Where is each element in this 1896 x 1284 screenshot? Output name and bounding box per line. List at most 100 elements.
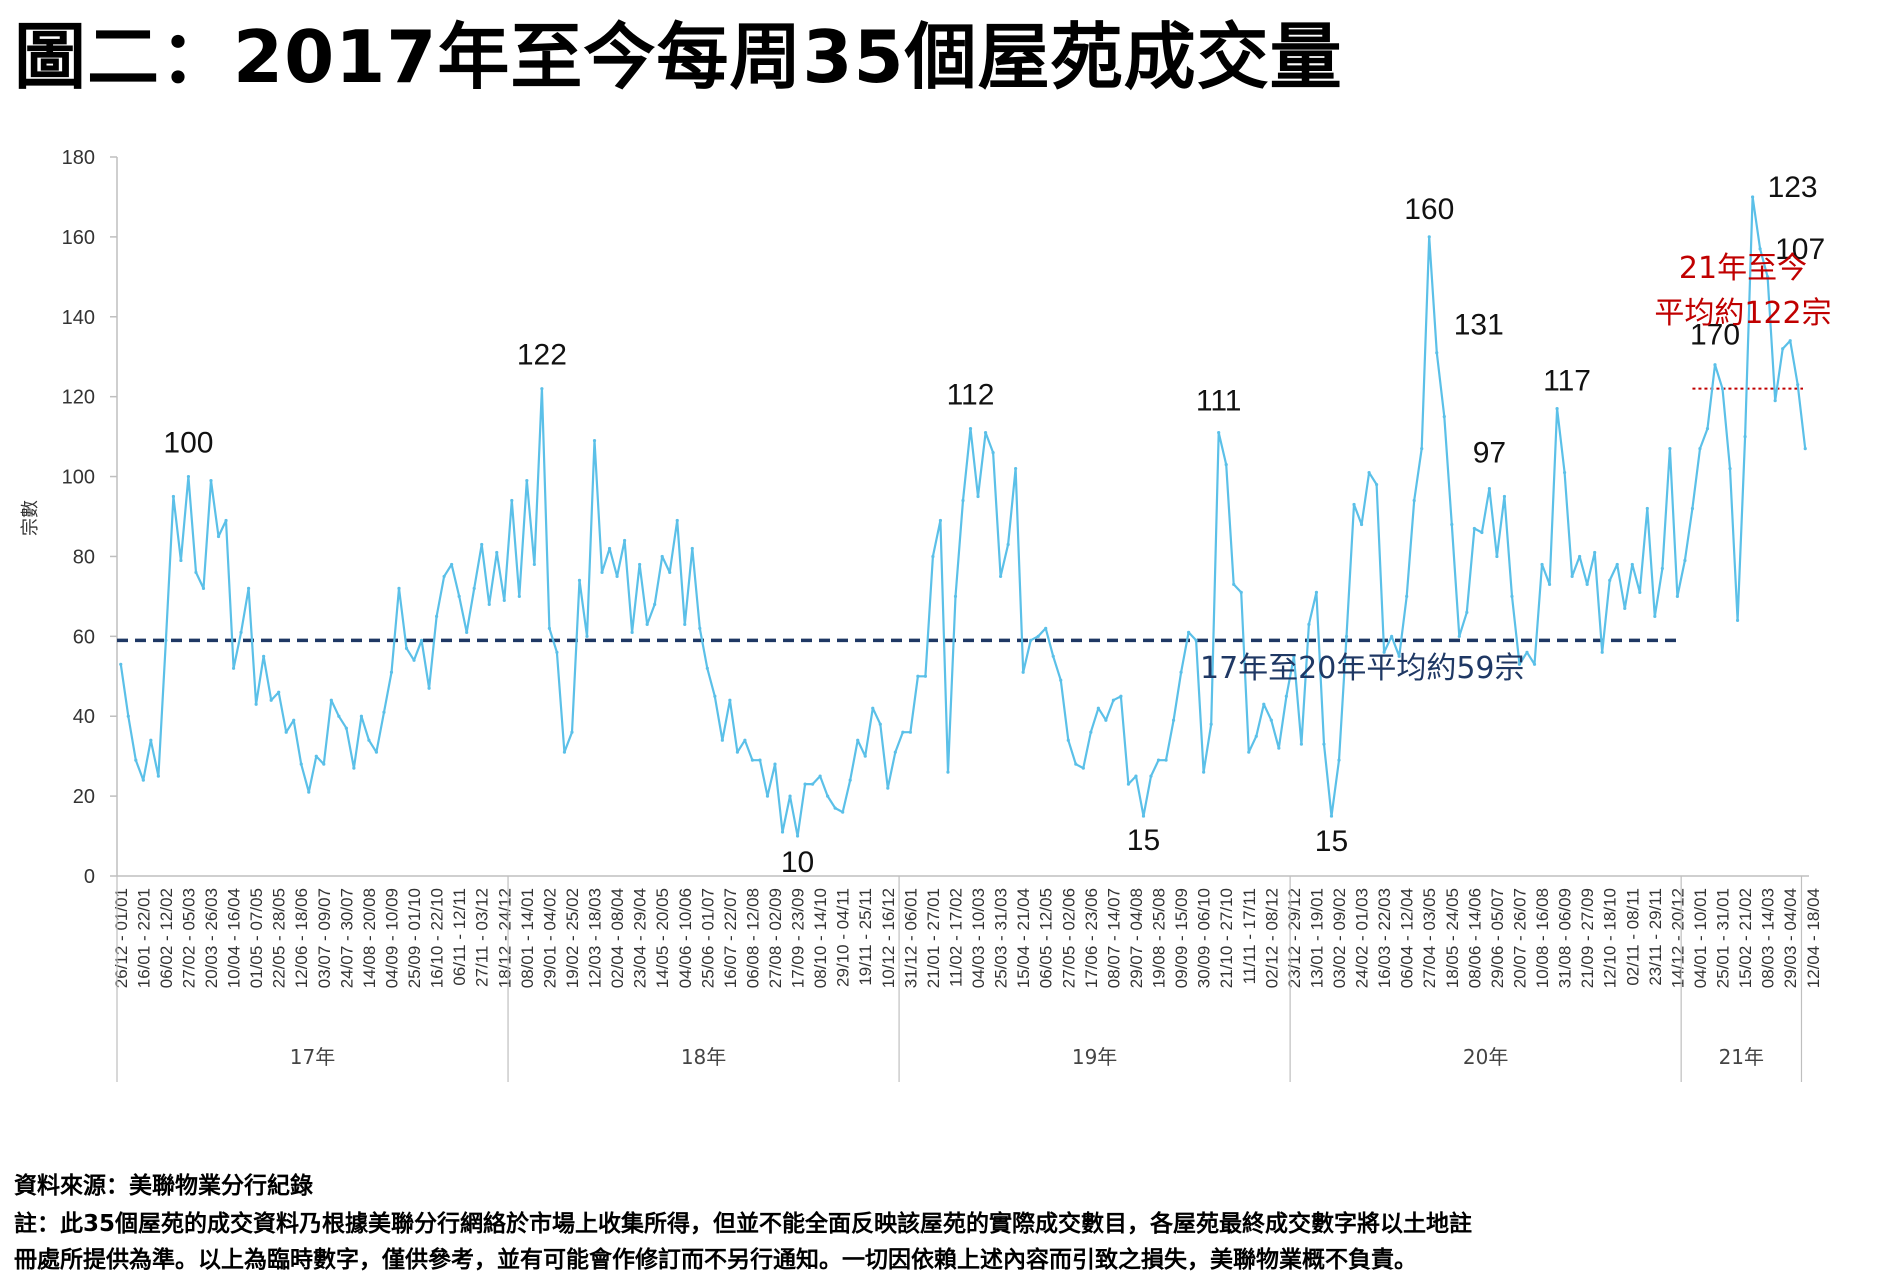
data-point xyxy=(201,586,206,591)
data-point xyxy=(1036,634,1040,638)
y-tick-label: 160 xyxy=(62,227,95,249)
data-point xyxy=(1412,498,1416,503)
data-point xyxy=(705,666,709,670)
data-point xyxy=(277,690,281,694)
data-point xyxy=(1585,582,1589,587)
data-label: 15 xyxy=(1315,825,1348,858)
data-point xyxy=(1104,718,1108,722)
data-point xyxy=(728,698,732,702)
data-point xyxy=(1119,694,1123,698)
x-tick-label: 31/08 - 06/09 xyxy=(1556,888,1575,988)
x-tick-label: 14/05 - 20/05 xyxy=(653,888,672,988)
x-tick-label: 29/01 - 04/02 xyxy=(540,888,559,988)
data-point xyxy=(780,830,785,834)
data-point xyxy=(683,622,687,626)
data-point xyxy=(1638,590,1642,594)
data-point xyxy=(1021,670,1025,674)
data-point xyxy=(1420,446,1424,451)
data-point xyxy=(803,782,807,786)
data-point xyxy=(1111,698,1115,702)
data-point xyxy=(1171,718,1176,722)
data-point xyxy=(750,758,755,762)
data-point xyxy=(337,714,341,718)
data-point xyxy=(540,387,544,391)
data-point xyxy=(1194,638,1198,642)
data-point xyxy=(743,738,747,742)
x-tick-label: 27/04 - 03/05 xyxy=(1420,888,1439,988)
x-tick-label: 08/01 - 14/01 xyxy=(518,888,537,988)
data-point xyxy=(660,554,664,559)
data-point xyxy=(382,710,386,714)
data-point xyxy=(1344,634,1349,638)
y-axis: 0 20 40 60 80 100 120 140 160 180 xyxy=(62,147,118,888)
x-tick-label: 12/06 - 18/06 xyxy=(292,888,311,988)
data-label: 15 xyxy=(1127,824,1160,857)
data-point xyxy=(1126,782,1131,786)
data-point xyxy=(1051,654,1055,658)
x-tick-label: 08/07 - 14/07 xyxy=(1104,888,1123,988)
x-tick-label: 20/07 - 26/07 xyxy=(1510,888,1529,988)
data-point xyxy=(690,546,694,551)
data-label: 97 xyxy=(1473,437,1506,470)
data-point xyxy=(1209,722,1213,726)
data-point xyxy=(1307,622,1311,626)
data-point xyxy=(487,602,491,606)
data-point xyxy=(1608,578,1612,583)
x-axis: 26/12 - 01/01 16/01 - 22/01 06/02 - 12/02 2… xyxy=(112,875,1823,1082)
year-label: 18年 xyxy=(681,1045,726,1069)
data-point xyxy=(322,762,326,766)
data-point xyxy=(592,439,597,443)
x-tick-label: 27/05 - 02/06 xyxy=(1059,888,1078,988)
disclaimer-line-1: 註：此35個屋苑的成交資料乃根據美聯分行網絡於市場上收集所得，但並不能全面反映該… xyxy=(14,1211,1473,1237)
data-point xyxy=(1367,470,1371,475)
x-tick-label: 18/05 - 24/05 xyxy=(1443,888,1462,988)
data-point xyxy=(1487,486,1491,491)
data-point xyxy=(1578,554,1582,559)
data-point xyxy=(269,698,273,702)
x-tick-label: 27/11 - 03/12 xyxy=(473,888,492,987)
data-point xyxy=(412,658,416,662)
x-tick-label: 04/03 - 10/03 xyxy=(969,888,988,988)
data-label: 131 xyxy=(1454,309,1504,342)
avg-2021-label-line2: 平均約122宗 xyxy=(1654,296,1831,331)
data-point xyxy=(953,594,958,598)
data-point xyxy=(1690,506,1695,511)
data-point xyxy=(164,638,168,642)
data-point xyxy=(1232,582,1236,587)
data-point xyxy=(119,662,123,666)
data-point xyxy=(450,562,454,567)
data-point xyxy=(1510,594,1514,598)
data-point xyxy=(720,738,724,742)
data-point xyxy=(1502,494,1507,499)
x-tick-label: 16/03 - 22/03 xyxy=(1375,888,1394,988)
data-point xyxy=(1089,730,1093,734)
x-tick-label: 04/01 - 10/01 xyxy=(1691,888,1710,988)
series-line xyxy=(119,195,1807,838)
data-point xyxy=(600,570,604,575)
data-point xyxy=(991,450,995,455)
data-point xyxy=(1277,746,1281,750)
data-point xyxy=(1427,235,1431,239)
x-tick-label: 04/09 - 10/09 xyxy=(382,888,401,988)
data-point xyxy=(1442,415,1446,419)
x-tick-label: 23/11 - 29/11 xyxy=(1646,888,1665,986)
data-point xyxy=(216,534,221,539)
data-point xyxy=(871,706,875,710)
data-point xyxy=(765,794,770,798)
data-point xyxy=(938,518,943,523)
data-point xyxy=(231,666,236,670)
x-tick-label: 12/10 - 18/10 xyxy=(1601,888,1620,988)
data-label: 107 xyxy=(1775,233,1825,266)
data-point xyxy=(480,542,484,547)
data-point xyxy=(1074,762,1078,766)
data-point xyxy=(1773,399,1777,403)
x-tick-label: 31/12 - 06/01 xyxy=(901,888,920,988)
data-point xyxy=(976,494,980,499)
data-point xyxy=(645,622,649,626)
data-point xyxy=(555,650,559,654)
data-point xyxy=(788,794,792,798)
data-point xyxy=(239,630,243,634)
data-point xyxy=(893,750,897,754)
x-tick-label: 29/10 - 04/11 xyxy=(834,888,853,987)
data-point xyxy=(1262,702,1266,706)
